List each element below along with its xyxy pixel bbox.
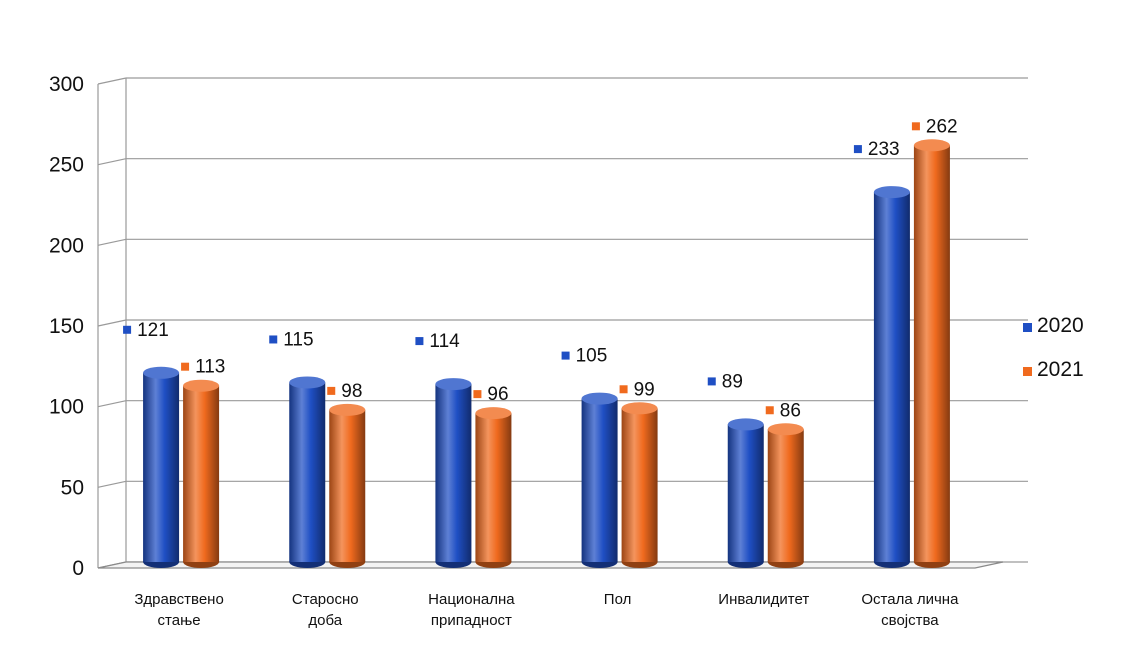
bar-2020 [581,398,618,562]
legend-item-2021: 2021 [1037,358,1084,381]
data-label-2020: 115 [283,329,313,350]
category-group: 233 262 Остала лична својства [853,116,959,629]
gridline-side [97,77,127,85]
bar-2020 [143,372,180,562]
data-label-marker [707,377,716,386]
bar-2021 [475,413,512,562]
bar-2020 [873,192,910,563]
bar-top [143,366,180,379]
category-group: 115 98 Старосно доба [269,329,366,629]
y-axis-ticks: 0 50 100 150 200 250 300 [49,73,84,580]
data-label-2021: 98 [341,381,362,402]
legend-item-2020: 2020 [1037,314,1084,337]
data-label-2021: 96 [487,384,508,405]
data-label-2020: 114 [429,331,460,352]
bar-top [767,423,804,436]
data-label-2020: 233 [868,139,900,160]
bar-top [329,403,366,416]
gridline-side [97,319,127,327]
category-group: 89 86 Инвалидитет [707,371,809,608]
data-label-marker [181,362,190,371]
bar-2021 [183,385,220,562]
data-label-marker [269,335,278,344]
bar-2021 [913,145,950,562]
bar-2021 [621,408,658,562]
x-category-label: Остала лична својства [861,591,959,629]
data-label-marker [619,385,628,394]
bar-2021 [329,409,366,562]
category-group: 114 96 Национална припадност [415,331,515,629]
bar-2021 [767,429,804,562]
y-tick-label: 50 [61,476,84,499]
legend-marker [1023,367,1032,376]
data-label-marker [327,386,336,395]
grid-lines [97,77,1028,569]
data-label-2021: 86 [780,400,801,421]
y-tick-label: 150 [49,315,84,338]
data-label-marker [415,337,424,346]
legend-marker [1023,323,1032,332]
bar-2020 [289,382,326,562]
data-label-marker [123,325,132,334]
legend: 2020 2021 [1023,314,1084,381]
bar-top [475,407,512,420]
gridline-side [97,480,127,488]
data-label-marker [765,406,774,415]
data-label-2020: 121 [137,320,169,341]
x-category-label: Здравствено стање [134,591,223,629]
bar-2020 [435,384,472,562]
data-label-marker [911,122,920,131]
bar-top [183,379,220,392]
chart-floor [97,561,1004,569]
bar-top [727,418,764,431]
bar-top [435,378,472,391]
bar-top [289,376,326,389]
y-tick-label: 250 [49,154,84,177]
gridline-side [97,238,127,246]
y-tick-label: 0 [72,557,84,580]
data-label-marker [561,351,570,360]
y-tick-label: 200 [49,234,84,257]
data-label-2020: 105 [576,346,608,367]
bar-top [581,392,618,405]
bar-2020 [727,424,764,562]
data-label-2021: 99 [634,379,655,400]
x-category-label: Инвалидитет [718,591,809,608]
category-group: 121 113 Здравствено стање [123,320,225,629]
y-tick-label: 100 [49,396,84,419]
bar-top [621,402,658,415]
x-category-label: Национална припадност [428,591,515,629]
x-category-label: Старосно доба [292,591,359,629]
y-tick-label: 300 [49,73,84,96]
data-label-2020: 89 [722,371,743,392]
x-category-label: Пол [604,591,632,608]
category-group: 105 99 Пол [561,346,658,608]
data-label-marker [853,145,862,154]
gridline-side [97,158,127,166]
bar-top [873,186,910,199]
bar-top [913,139,950,152]
gridline-side [97,400,127,408]
data-label-marker [473,390,482,399]
data-label-2021: 113 [195,357,225,378]
data-label-2021: 262 [926,116,958,137]
